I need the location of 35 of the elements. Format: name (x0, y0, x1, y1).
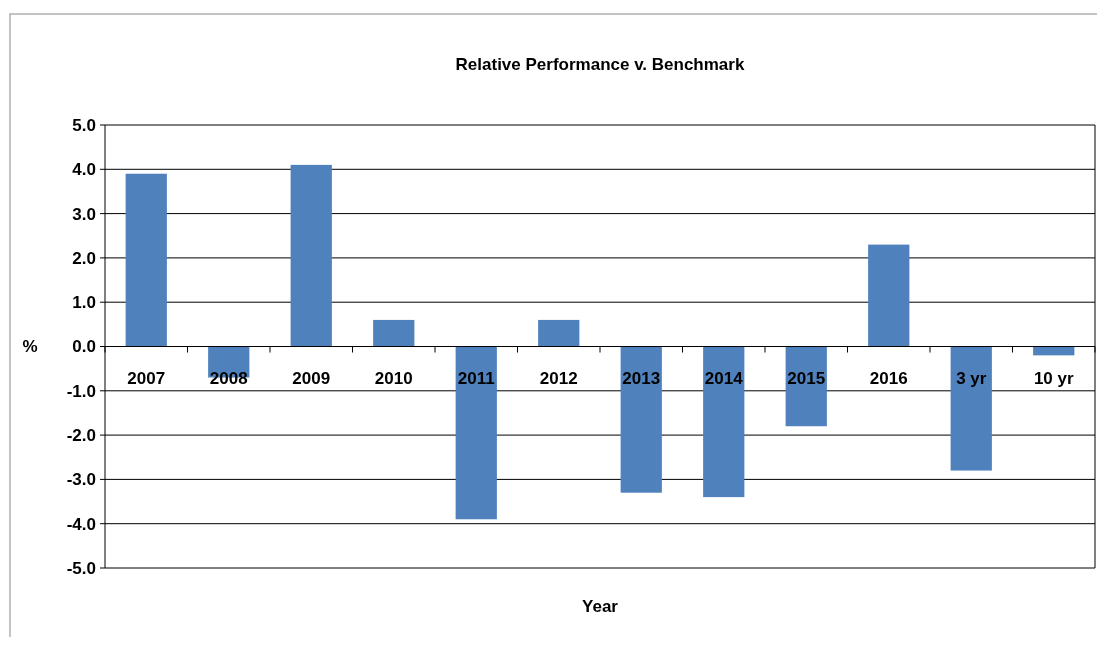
bar (1033, 346, 1075, 356)
bar (455, 346, 497, 520)
x-tick-label: 2011 (457, 368, 495, 388)
y-tick-label: 0.0 (72, 337, 96, 357)
y-tick-label: -1.0 (66, 381, 96, 401)
x-tick-label: 2012 (539, 368, 578, 388)
y-tick-label: 2.0 (72, 248, 96, 268)
y-tick-label: -2.0 (66, 426, 96, 446)
y-axis-title: % (22, 337, 38, 357)
bar (538, 319, 580, 347)
y-tick-label: 4.0 (72, 160, 96, 180)
y-tick-label: -3.0 (66, 470, 96, 490)
x-tick-label: 2015 (787, 368, 826, 388)
y-tick-label: 3.0 (72, 204, 96, 224)
x-tick-label: 2013 (622, 368, 661, 388)
bar (950, 346, 992, 471)
x-tick-label: 2009 (292, 368, 331, 388)
bar (868, 244, 910, 347)
bar (125, 173, 167, 347)
x-tick-label: 2016 (869, 368, 908, 388)
bar (620, 346, 662, 493)
chart-title: Relative Performance v. Benchmark (455, 55, 745, 74)
x-tick-label: 2010 (374, 368, 413, 388)
x-tick-label: 10 yr (1033, 368, 1074, 388)
x-tick-label: 2007 (127, 368, 166, 388)
x-axis-title: Year (582, 597, 619, 616)
y-tick-label: -5.0 (66, 558, 96, 578)
y-tick-label: 1.0 (72, 293, 96, 313)
x-tick-label: 3 yr (956, 368, 987, 388)
bar (373, 319, 415, 347)
bar (290, 164, 332, 347)
bar (703, 346, 745, 498)
x-tick-label: 2014 (704, 368, 744, 388)
y-tick-label: -4.0 (66, 514, 96, 534)
y-tick-label: 5.0 (72, 115, 96, 135)
